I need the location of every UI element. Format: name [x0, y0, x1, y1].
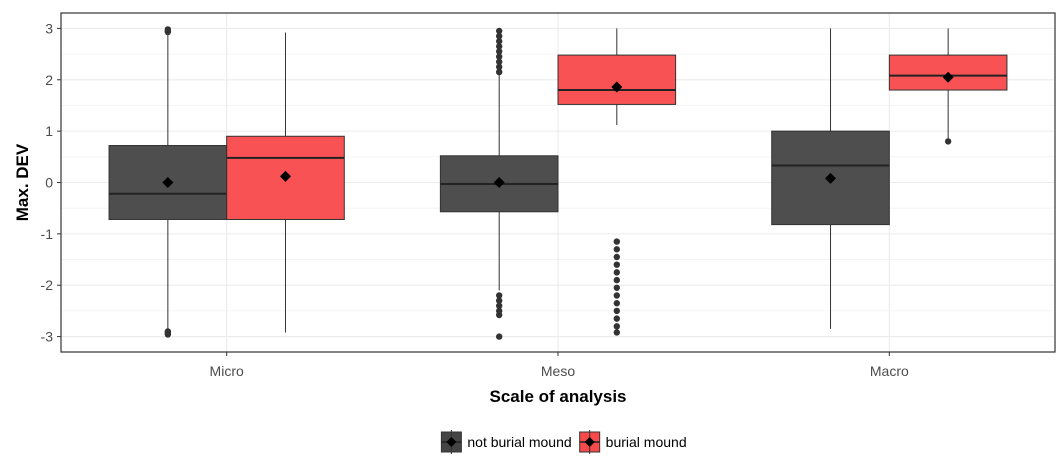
outlier-point	[613, 292, 621, 299]
legend: not burial mound burial mound	[440, 430, 687, 454]
outlier-point	[613, 300, 621, 307]
mean-marker	[611, 81, 623, 93]
outlier-point	[613, 276, 621, 284]
outlier-point	[613, 284, 621, 291]
boxes	[108, 26, 1008, 340]
outlier-point	[613, 269, 621, 276]
y-tick-label: 1	[45, 123, 53, 139]
outlier-point	[495, 311, 503, 319]
box-burial-mound-macro	[888, 28, 1008, 145]
box-not-burial-mound-macro	[771, 28, 890, 329]
outlier-point	[495, 68, 503, 76]
outlier-point	[613, 323, 621, 330]
outlier-point	[164, 331, 172, 338]
y-tick-label: -1	[41, 226, 54, 242]
outlier-point	[613, 307, 621, 315]
outlier-point	[613, 315, 621, 322]
outlier-point	[613, 253, 621, 261]
mean-marker	[825, 172, 837, 184]
mean-marker	[279, 170, 291, 182]
outlier-point	[495, 38, 503, 45]
legend-item-burial-mound: burial mound	[579, 430, 687, 454]
outlier-point	[495, 53, 503, 60]
outlier-point	[495, 32, 503, 40]
y-tick-label: 3	[45, 20, 53, 36]
x-axis-ticks: Micro Meso Macro	[210, 352, 909, 379]
outlier-point	[495, 333, 503, 340]
outlier-point	[495, 297, 503, 304]
outlier-point	[613, 261, 621, 268]
legend-key-mean	[446, 437, 457, 447]
outlier-point	[613, 246, 621, 253]
box-not-burial-mound-meso	[439, 27, 559, 340]
y-tick-label: -2	[41, 277, 54, 293]
box-body	[557, 54, 677, 105]
outlier-point	[164, 28, 172, 36]
x-axis-title: Scale of analysis	[489, 387, 626, 406]
box-burial-mound-micro	[226, 32, 345, 333]
legend-item-not-burial-mound: not burial mound	[440, 430, 572, 454]
box-burial-mound-meso	[557, 28, 677, 336]
mean-marker	[162, 177, 174, 188]
outlier-point	[495, 58, 503, 65]
outlier-point	[613, 238, 621, 245]
legend-key-mean	[584, 437, 595, 447]
x-tick-label: Macro	[870, 363, 909, 379]
x-tick-label: Meso	[541, 363, 575, 379]
outlier-point	[944, 138, 952, 145]
mean-marker	[942, 71, 954, 83]
outlier-point	[495, 27, 503, 35]
outlier-point	[613, 329, 621, 336]
outlier-point	[495, 43, 503, 50]
outlier-point	[495, 292, 503, 299]
mean-marker	[493, 177, 505, 188]
y-tick-label: 2	[45, 72, 53, 88]
y-axis-ticks: -3 -2 -1 0 1 2 3	[41, 20, 61, 345]
legend-label: not burial mound	[467, 434, 571, 450]
y-axis-title: Max. DEV	[13, 143, 32, 221]
y-tick-label: 0	[45, 175, 53, 191]
outlier-point	[495, 48, 503, 55]
y-tick-label: -3	[41, 329, 54, 345]
outlier-point	[495, 63, 503, 71]
x-tick-label: Micro	[210, 363, 244, 379]
outlier-point	[495, 302, 503, 309]
legend-label: burial mound	[606, 434, 687, 450]
box-not-burial-mound-micro	[108, 26, 228, 338]
